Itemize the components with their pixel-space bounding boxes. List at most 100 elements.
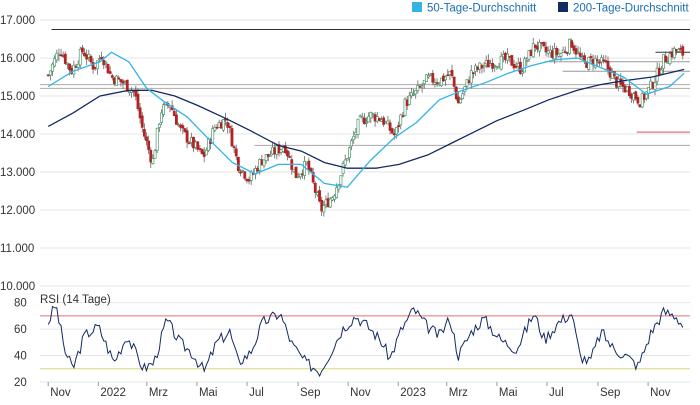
rsi-line-group [47,305,684,378]
candle-body [414,90,418,95]
candle-body [55,52,59,61]
candle-body [187,142,191,145]
candle-body [262,159,266,167]
candle-body [100,56,104,60]
candle-body [589,56,593,59]
candle-body [572,45,576,51]
candle-body [81,47,84,53]
candle-body [510,55,514,66]
candle-body [427,75,430,78]
candle-body [525,60,529,62]
candle-body [403,98,407,116]
candle-body [452,76,456,87]
candle-body [627,86,631,97]
x-tick-label: Jul [549,387,564,399]
candle-body [162,104,165,115]
candle-body [431,73,435,83]
candle-body [358,115,362,118]
candle-body [681,46,685,56]
candle-body [87,53,91,58]
candle-body [175,114,178,125]
candle-body [397,125,401,128]
candle-body [399,114,403,126]
candle-body [574,48,578,55]
ma200-line [47,68,685,169]
candle-body [345,158,349,161]
candle-body [559,53,563,57]
candle-body [337,184,341,190]
candle-body [157,123,161,128]
candle-body [183,128,187,132]
candle-body [544,46,548,53]
candle-body [200,148,204,155]
candle-body [181,125,185,129]
candle-body [459,98,462,104]
candle-body [106,63,110,74]
x-tick-label: Mai [499,387,518,399]
candle-body [48,70,52,76]
x-axis-ticks: Nov 2022 Mrz Mai Jul Sep Nov 2023 Mrz Mai Jul Sep No… [47,382,671,399]
candle-body [239,171,242,174]
candle-body [243,171,247,179]
candle-body [76,63,80,68]
candle-body [283,145,287,154]
x-tick-label: Nov [350,387,371,399]
candle-body [576,51,580,54]
candle-body [155,127,159,151]
candle-body [416,85,420,92]
candle-body [542,42,546,47]
candle-body [636,97,640,104]
candle-body [228,125,232,128]
candle-body [390,128,394,134]
candle-body [288,156,292,158]
candle-body [360,116,364,119]
candle-body [593,57,597,68]
candle-body [230,128,234,147]
candle-body [72,64,76,75]
candle-body [555,48,559,56]
candle-body [640,93,644,108]
candle-body [68,63,71,71]
x-tick-label: Nov [50,387,71,399]
candle-body [668,53,672,65]
candle-body [407,95,411,105]
candle-body [521,71,524,74]
x-tick-label: Mai [199,387,218,399]
candle-body [91,62,95,70]
candle-body [531,43,535,58]
candle-body [348,147,351,159]
candle-body [125,79,129,92]
candle-body [241,169,245,172]
candle-body [264,154,268,162]
candle-body [420,85,424,88]
candle-body [104,61,108,64]
candle-body [160,112,163,123]
candle-body [595,59,599,61]
candle-body [356,118,360,135]
candle-body [211,128,215,144]
candle-body [634,91,638,100]
candle-body [518,61,522,74]
candle-body [59,54,63,57]
price-y-tick-label: 15.000 [0,91,35,103]
candle-body [499,55,503,70]
candle-body [142,129,146,137]
candle-body [672,48,676,58]
legend: 50-Tage-Durchschnitt 200-Tage-Durchschnit… [412,2,690,15]
x-tick-label: Sep [300,387,320,399]
candle-body [493,65,497,67]
candle-body [446,74,450,77]
candle-body [63,53,67,64]
price-y-tick-label: 17.000 [0,15,35,27]
candle-body [153,150,157,159]
candle-body [196,141,200,150]
candle-body [294,166,298,179]
candle-body [98,58,101,60]
candle-body [51,63,54,72]
candle-body [523,58,527,73]
legend-swatch-ma50 [412,2,422,12]
candle-body [471,72,475,74]
candle-body [341,163,345,174]
